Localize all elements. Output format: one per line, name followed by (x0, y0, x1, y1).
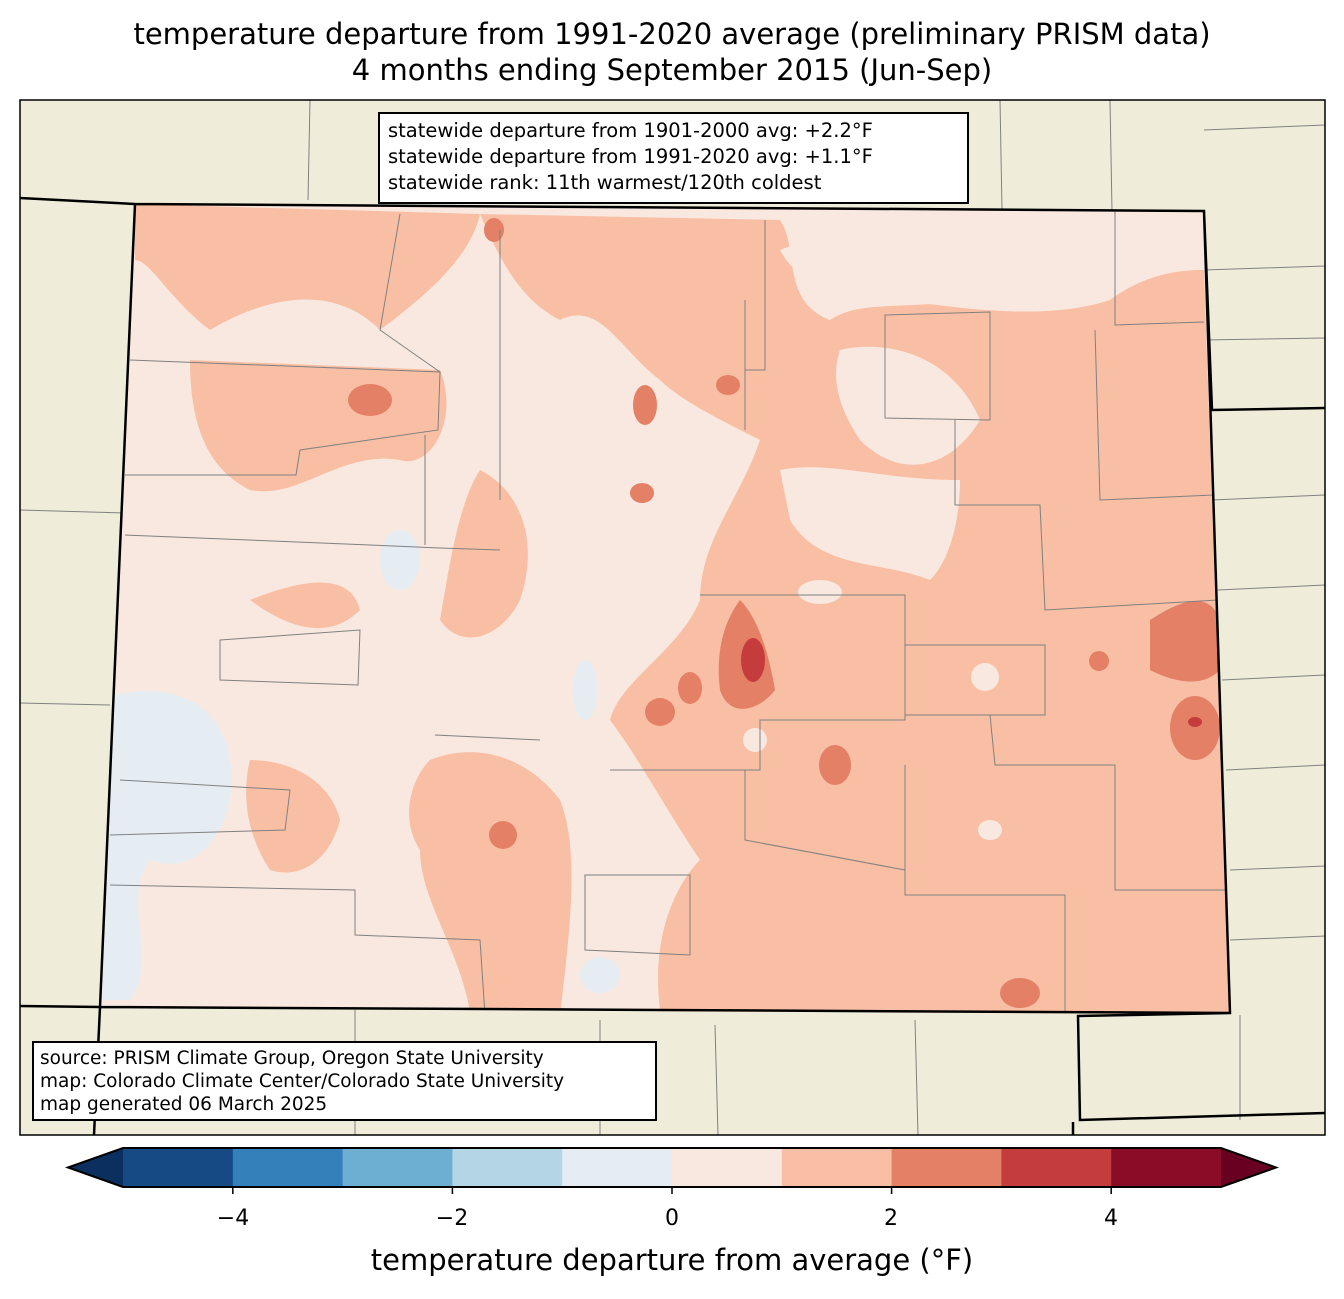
colorbar-bin (672, 1148, 783, 1187)
map-title-line1: temperature departure from 1991-2020 ave… (133, 17, 1211, 51)
colorbar-tick-label: −2 (435, 1206, 469, 1231)
colorbar-tick-label: 0 (665, 1206, 679, 1231)
source-box: source: PRISM Climate Group, Oregon Stat… (32, 1041, 657, 1121)
colorbar (65, 1147, 1279, 1194)
stat-line: statewide departure from 1991-2020 avg: … (388, 145, 873, 168)
colorbar-bin (891, 1148, 1002, 1187)
colorbar-bin (781, 1148, 893, 1187)
colorbar-tick-label: 4 (1104, 1206, 1118, 1231)
stat-line: statewide departure from 1901-2000 avg: … (388, 119, 873, 142)
colorbar-under-extend (68, 1148, 123, 1187)
colorbar-bin (123, 1148, 234, 1187)
stat-line: statewide rank: 11th warmest/120th colde… (388, 171, 822, 194)
source-line: source: PRISM Climate Group, Oregon Stat… (40, 1048, 544, 1069)
map-title-line2: 4 months ending September 2015 (Jun-Sep) (351, 53, 993, 87)
statewide-stats-box: statewide departure from 1901-2000 avg: … (378, 112, 969, 204)
colorbar-bin (1111, 1148, 1222, 1187)
colorbar-bin (562, 1148, 673, 1187)
colorbar-bin (1001, 1148, 1112, 1187)
source-line: map generated 06 March 2025 (40, 1094, 328, 1115)
colorbar-over-extend (1221, 1148, 1276, 1187)
colorbar-bin (342, 1148, 453, 1187)
colorbar-bin (232, 1148, 344, 1187)
colorbar-tick-label: −4 (216, 1206, 250, 1231)
colorbar-outline (65, 1147, 1279, 1188)
warm-areas-3-4F (741, 638, 1202, 727)
county-lines (109, 211, 1230, 1013)
colorbar-bin (452, 1148, 563, 1187)
colorbar-tick-label: 2 (884, 1206, 898, 1231)
state-border (19, 196, 1326, 1136)
warm-areas-1-2F (135, 204, 1230, 1013)
neutral-patches (590, 230, 1110, 840)
source-line: map: Colorado Climate Center/Colorado St… (40, 1071, 565, 1092)
colorbar-label: temperature departure from average (°F) (370, 1243, 974, 1277)
map-frame (19, 99, 1326, 1136)
